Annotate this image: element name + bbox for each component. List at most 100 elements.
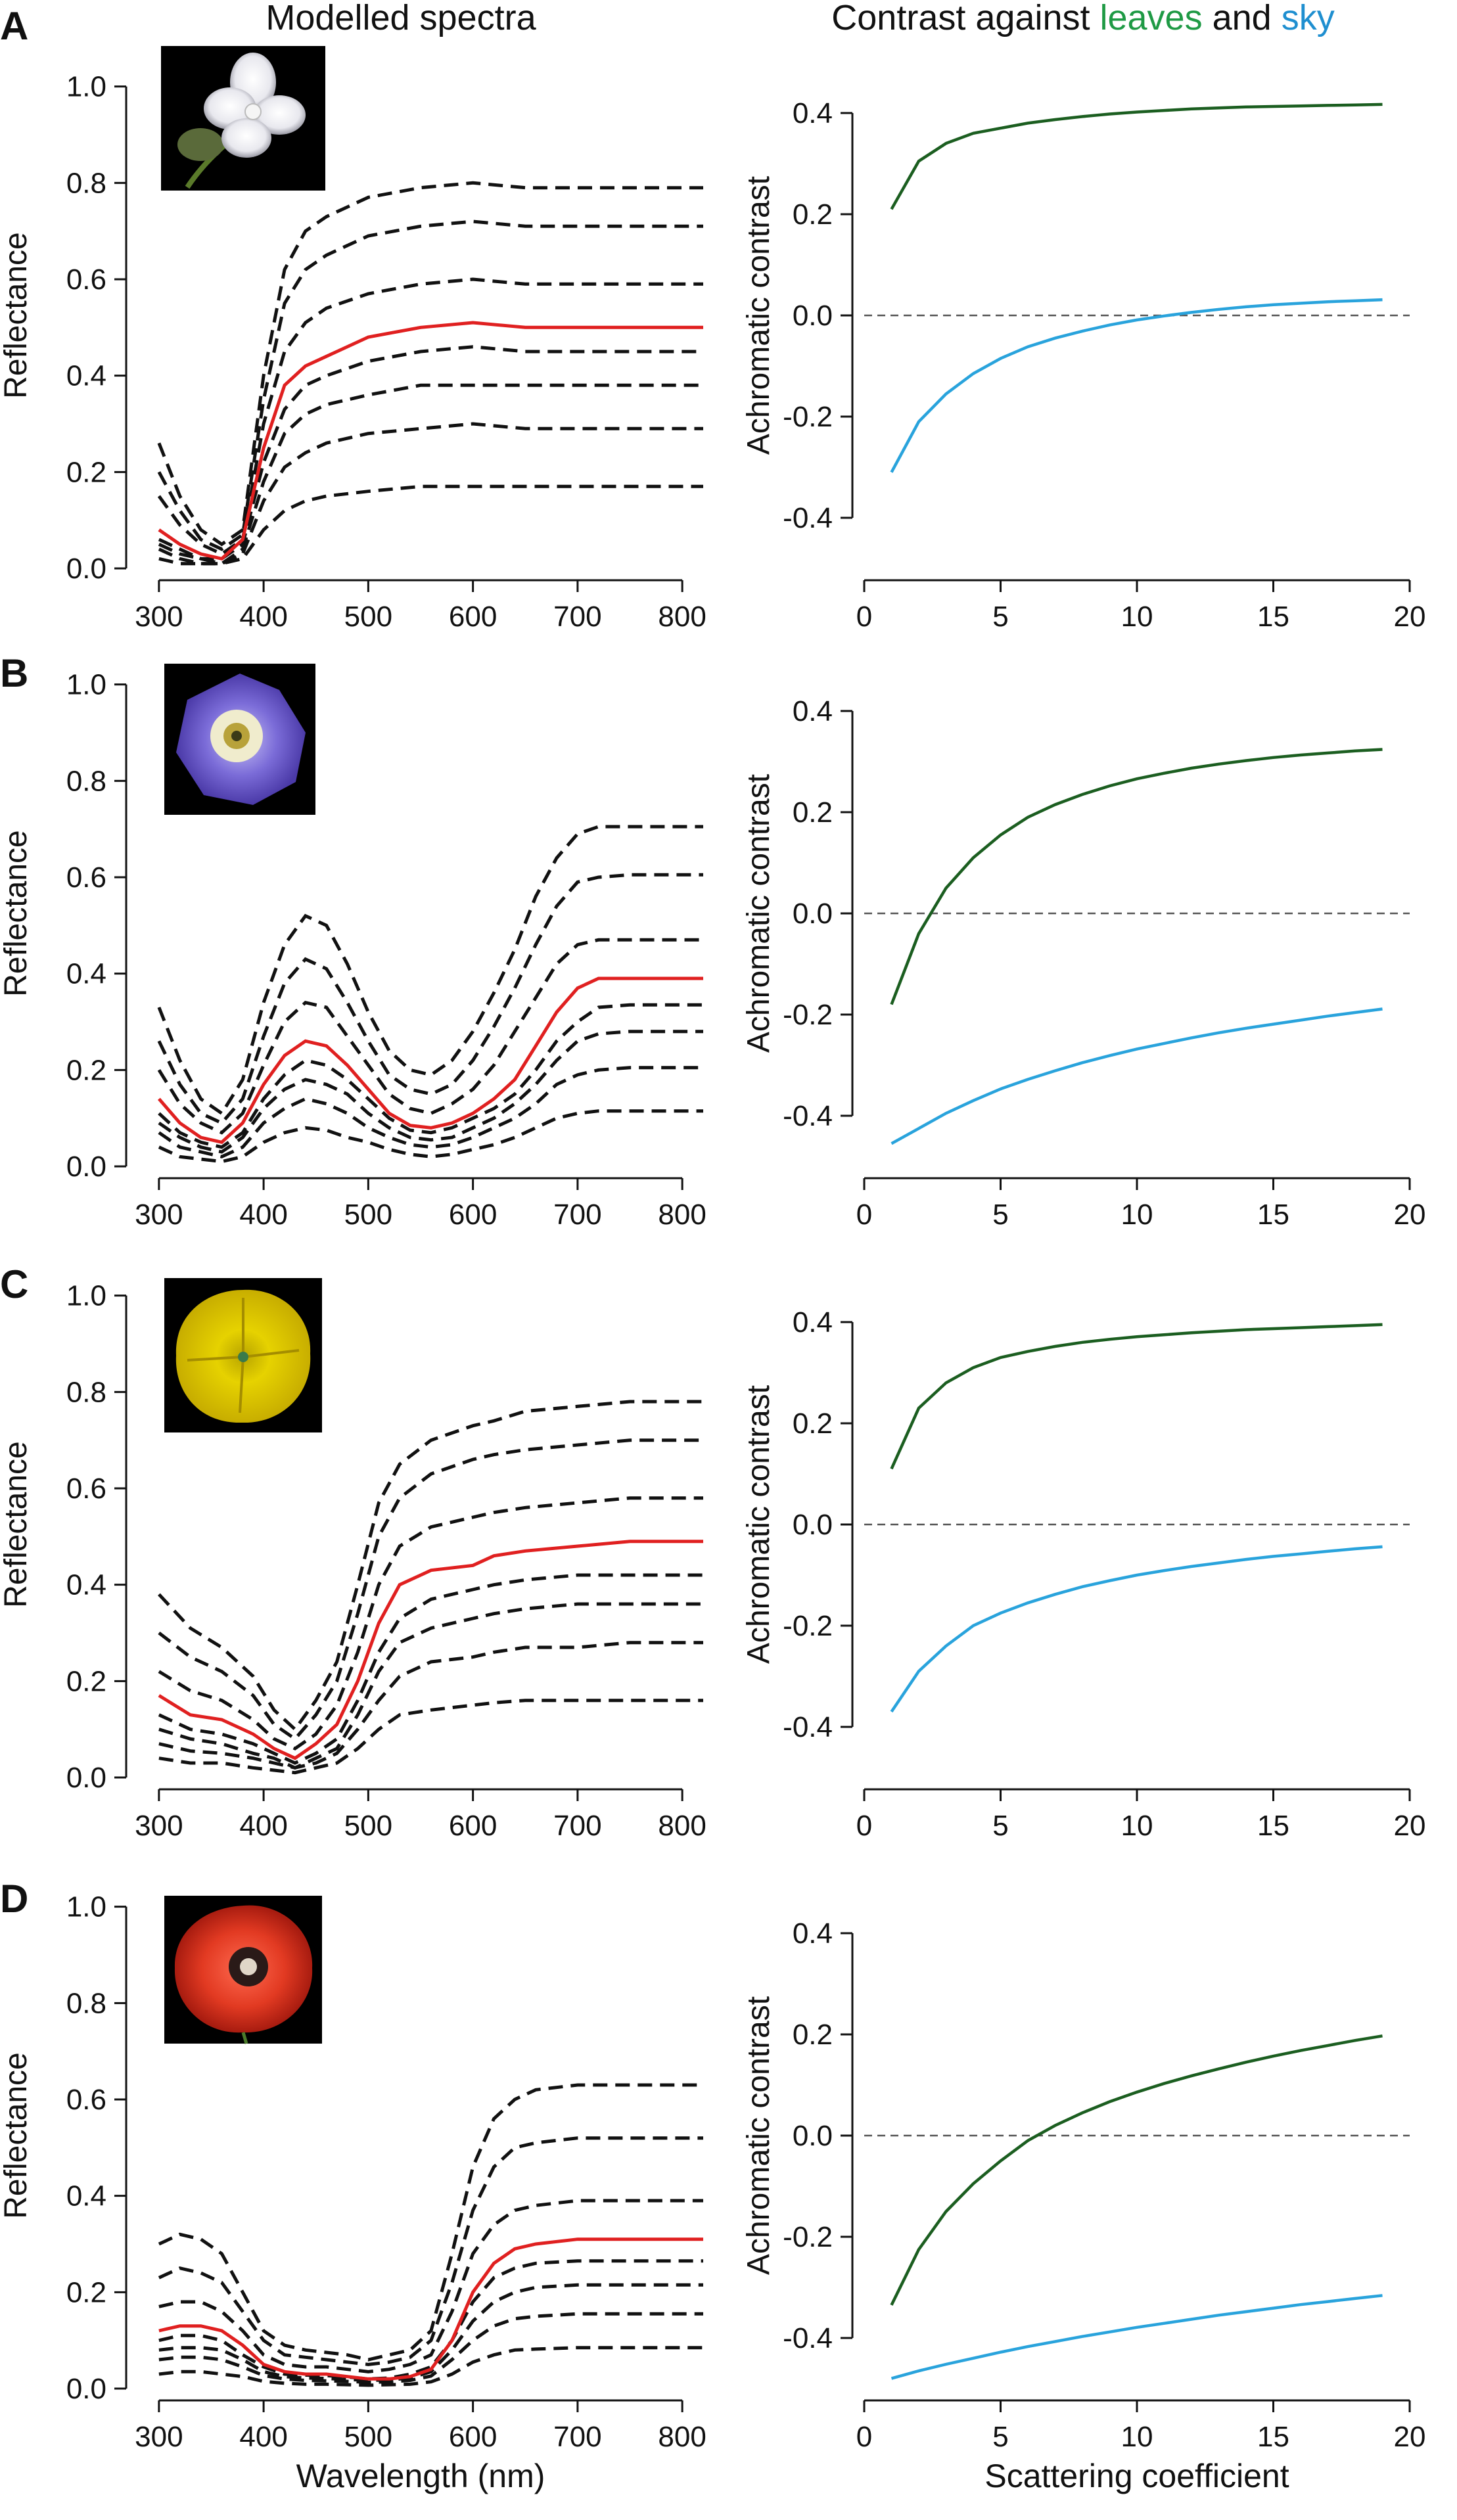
- panel-c-contrast-y-tick-label: 0.4: [793, 1306, 833, 1339]
- panel-a-contrast-y-tick-label: 0.4: [793, 97, 833, 129]
- panel-d-spectra-scattering-spectrum-line: [158, 2312, 703, 2385]
- panel-c-spectra-y-tick-label: 1.0: [66, 1280, 106, 1312]
- panel-b-spectra-y-axis-label: Reflectance: [0, 830, 34, 996]
- panel-c-contrast-y-tick-label: 0.2: [793, 1408, 833, 1440]
- panel-a-contrast-y-tick-label: 0.2: [793, 198, 833, 231]
- header-contrast-prefix: Contrast against: [831, 0, 1090, 37]
- panel-letter-d: D: [0, 1877, 28, 1921]
- panel-d-spectra-y-tick-label: 0.8: [66, 1987, 106, 2019]
- panel-c-contrast-sky-contrast-line: [890, 1545, 1383, 1713]
- panel-c-contrast-y-tick-label: -0.4: [783, 1711, 833, 1743]
- panel-b-spectra-x-tick-label: 500: [344, 1199, 392, 1231]
- panel-a-spectra-x-tick-label: 300: [135, 601, 183, 633]
- yellow-flower-photo-icon: [164, 1278, 322, 1432]
- header-leaves-word: leaves: [1100, 0, 1203, 37]
- panel-b-contrast-y-tick-label: -0.4: [783, 1100, 833, 1132]
- panel-a-spectra-scattering-spectrum-line: [157, 181, 703, 547]
- panel-b-spectra-scattering-spectrum-line: [158, 1003, 703, 1149]
- panel-a-spectra-modelled-spectrum-line: [158, 321, 703, 561]
- header-sky-word: sky: [1282, 0, 1335, 37]
- panel-b-contrast-y-tick-label: 0.0: [793, 898, 833, 930]
- panel-a-contrast-chart: 0 5 10 15 20 -0.4 -0.2 0.0 0.2 0.4 Achromatic cont…: [741, 97, 1425, 633]
- panel-c-spectra-scattering-spectrum-line: [158, 1641, 703, 1770]
- panel-d-spectra-scattering-spectrum-line: [158, 2259, 703, 2381]
- panel-d-contrast-y-tick-label: 0.0: [793, 2120, 833, 2152]
- panel-a-spectra-y-tick-label: 0.8: [66, 167, 106, 199]
- panel-d-spectra-x-axis-label: Wavelength (nm): [296, 2458, 545, 2494]
- panel-d-contrast-y-tick-label: -0.2: [783, 2221, 833, 2253]
- panel-a-spectra-y-tick-label: 0.2: [66, 456, 106, 488]
- panel-d-contrast-chart: 0 5 10 15 20 -0.4 -0.2 0.0 0.2 0.4 Achromatic cont…: [741, 1917, 1425, 2494]
- panel-d-spectra-y-tick-label: 0.6: [66, 2084, 106, 2116]
- panel-c-contrast-x-tick-label: 20: [1394, 1810, 1426, 1842]
- panel-a-contrast-x-tick-label: 5: [992, 601, 1008, 633]
- panel-b-contrast-chart: 0 5 10 15 20 -0.4 -0.2 0.0 0.2 0.4 Achromatic cont…: [741, 695, 1425, 1231]
- panel-a-spectra-scattering-spectrum-line: [157, 219, 703, 551]
- panel-d-spectra-y-tick-label: 0.2: [66, 2276, 106, 2308]
- panel-d-contrast-x-tick-label: 5: [992, 2421, 1008, 2453]
- header-contrast: Contrast against leaves and sky: [831, 0, 1334, 37]
- panel-a-spectra-y-tick-label: 0.4: [66, 360, 106, 392]
- panel-c-spectra-y-tick-label: 0.8: [66, 1376, 106, 1408]
- panel-c-spectra-x-tick-label: 800: [658, 1810, 706, 1842]
- panel-b-spectra-x-tick-label: 600: [449, 1199, 497, 1231]
- panel-c-contrast-x-tick-label: 10: [1121, 1810, 1153, 1842]
- panel-b-contrast-y-axis-label: Achromatic contrast: [741, 774, 776, 1053]
- panel-d-contrast-sky-contrast-line: [890, 2294, 1383, 2380]
- panel-b-spectra-scattering-spectrum-line: [157, 825, 703, 1116]
- panel-a-contrast-x-tick-label: 20: [1394, 601, 1426, 633]
- panel-b-spectra-y-tick-label: 0.8: [66, 765, 106, 797]
- panel-c-contrast-x-tick-label: 15: [1257, 1810, 1289, 1842]
- panel-a-contrast-sky-contrast-line: [890, 298, 1383, 473]
- panel-d-spectra-y-tick-label: 1.0: [66, 1891, 106, 1923]
- panel-d-spectra-x-tick-label: 600: [449, 2421, 497, 2453]
- panel-b-contrast-y-tick-label: -0.2: [783, 999, 833, 1031]
- panel-d-contrast-y-tick-label: 0.4: [793, 1917, 833, 1950]
- panel-c-spectra-scattering-spectrum-line: [158, 1602, 703, 1770]
- panel-c-contrast-x-tick-label: 5: [992, 1810, 1008, 1842]
- panel-d-contrast-y-axis-label: Achromatic contrast: [741, 1996, 776, 2275]
- panel-d-spectra-scattering-spectrum-line: [158, 2083, 703, 2362]
- panel-d-spectra-modelled-spectrum-line: [158, 2237, 703, 2381]
- white-flower-photo-icon: [161, 46, 325, 191]
- panel-b-spectra-x-tick-label: 300: [135, 1199, 183, 1231]
- panel-b-contrast-x-tick-label: 20: [1394, 1199, 1426, 1231]
- panel-a-spectra-y-axis-label: Reflectance: [0, 232, 34, 398]
- panel-a-spectra-x-tick-label: 500: [344, 601, 392, 633]
- panel-d-spectra-x-tick-label: 700: [553, 2421, 601, 2453]
- panel-b-spectra-y-tick-label: 0.2: [66, 1054, 106, 1086]
- panel-c-contrast-chart: 0 5 10 15 20 -0.4 -0.2 0.0 0.2 0.4 Achromatic cont…: [741, 1306, 1425, 1842]
- panel-b-contrast-x-tick-label: 5: [992, 1199, 1008, 1231]
- panel-d-spectra-scattering-spectrum-line: [158, 2346, 703, 2387]
- panel-b-spectra-scattering-spectrum-line: [158, 1066, 703, 1158]
- panel-c-spectra-y-tick-label: 0.0: [66, 1762, 106, 1794]
- panel-a-spectra-x-tick-label: 800: [658, 601, 706, 633]
- header-modelled-spectra: Modelled spectra: [266, 0, 536, 37]
- panel-a-spectra-x-tick-label: 700: [553, 601, 601, 633]
- panel-a-spectra-y-tick-label: 0.6: [66, 263, 106, 296]
- panel-c-contrast-y-axis-label: Achromatic contrast: [741, 1385, 776, 1664]
- panel-c-spectra-x-tick-label: 300: [135, 1810, 183, 1842]
- panel-b-spectra-chart: 300 400 500 600 700 800 0.0 0.2 0.4 0.6 0.8 1.0 Refl…: [0, 669, 706, 1231]
- blue-flower-photo-icon: [164, 664, 315, 815]
- panel-b-contrast-y-tick-label: 0.4: [793, 695, 833, 727]
- panel-d-contrast-x-tick-label: 20: [1394, 2421, 1426, 2453]
- panel-a-spectra-y-tick-label: 1.0: [66, 71, 106, 103]
- panel-b-spectra-y-tick-label: 1.0: [66, 669, 106, 701]
- panel-d-spectra-y-tick-label: 0.4: [66, 2180, 106, 2212]
- plot-area: 300 400 500 600 700 800 0.0 0.2 0.4 0.6 0.8 1.0 Refl…: [0, 71, 1425, 2494]
- panel-d-contrast-leaves-contrast-line: [890, 2034, 1383, 2306]
- panel-b-contrast-sky-contrast-line: [890, 1007, 1383, 1145]
- panel-d-contrast-x-tick-label: 15: [1257, 2421, 1289, 2453]
- panel-c-spectra-modelled-spectrum-line: [158, 1540, 703, 1760]
- panel-c-spectra-x-tick-label: 400: [239, 1810, 287, 1842]
- panel-c-spectra-scattering-spectrum-line: [158, 1699, 703, 1775]
- panel-c-spectra-x-tick-label: 600: [449, 1810, 497, 1842]
- panel-c-spectra-scattering-spectrum-line: [158, 1573, 703, 1765]
- panel-a-spectra-scattering-spectrum-line: [157, 277, 703, 556]
- panel-c-contrast-y-tick-label: -0.2: [783, 1610, 833, 1642]
- panel-c-contrast-x-tick-label: 0: [856, 1810, 872, 1842]
- panel-letter-c: C: [0, 1262, 28, 1306]
- panel-a-contrast-y-tick-label: -0.2: [783, 401, 833, 433]
